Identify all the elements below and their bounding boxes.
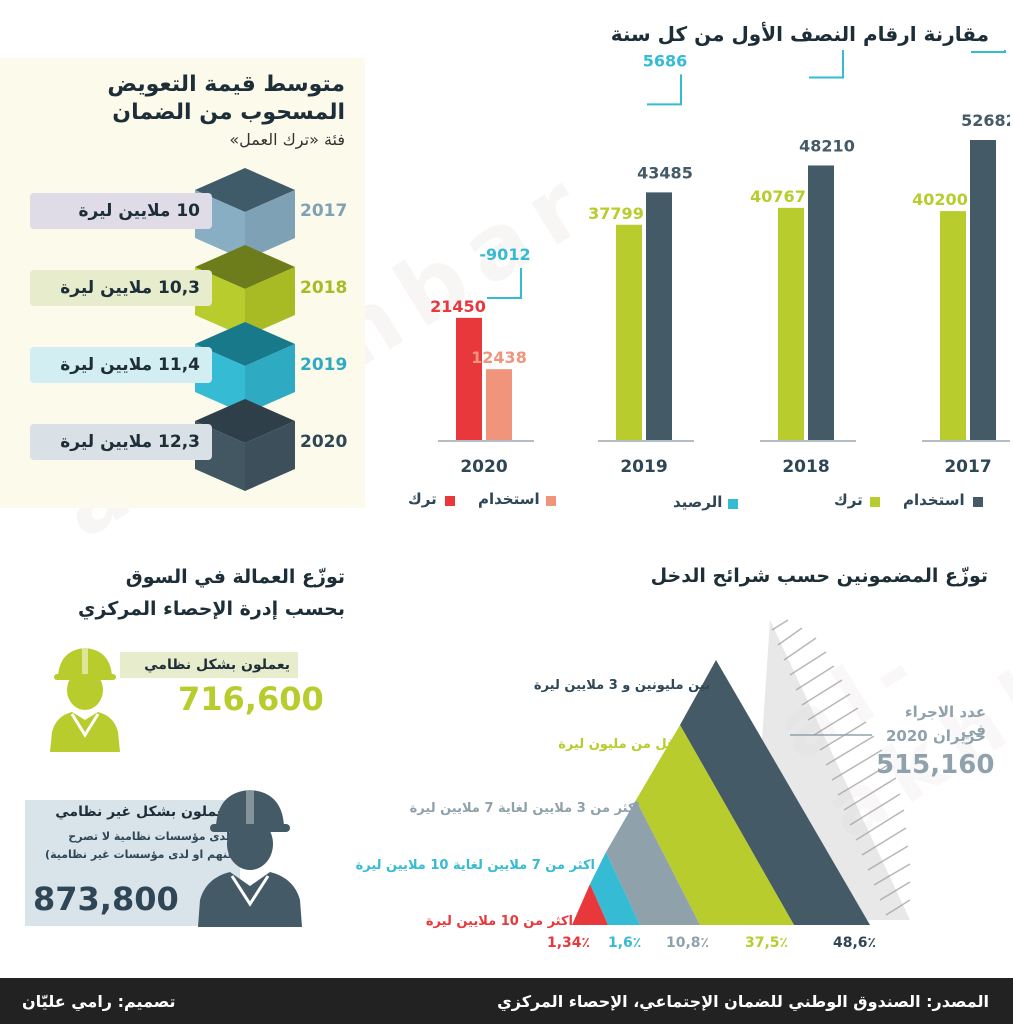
footer: المصدر: الصندوق الوطني للضمان الإجتماعي،… <box>0 978 1013 1024</box>
compensation-title-line2: المسحوب من الضمان <box>112 100 345 125</box>
legend-label-istikhdam: استخدام <box>903 491 965 509</box>
cube-2017-right <box>245 190 295 260</box>
bar-2017-istikhdam <box>970 140 996 440</box>
informal-note-line2: عنهم او لدى مؤسسات غير نظامية) <box>45 848 235 861</box>
side-note-line1: عدد الاجراء في <box>904 703 986 739</box>
x-tick-2019: 2019 <box>620 457 667 477</box>
footer-design: تصميم: رامي عليّان <box>22 992 176 1011</box>
compensation-value-2018: 10,3 ملايين ليرة <box>30 270 212 306</box>
legend-swatch-salmon <box>546 496 556 506</box>
compensation-year-2017: 2017 <box>300 201 348 221</box>
bar-2019-tark <box>616 224 642 440</box>
pct-dark: 48,6٪ <box>833 935 877 951</box>
triangle-band-cyan <box>590 852 640 925</box>
compensation-year-2019: 2019 <box>300 355 348 375</box>
bar-2019-istikhdam <box>646 192 672 440</box>
legend-label-tark-2020: ترك <box>408 490 437 508</box>
compensation-year-2018: 2018 <box>300 278 348 298</box>
cube-2018-right <box>245 267 295 337</box>
employment-title-line1: توزّع العمالة في السوق <box>125 566 345 588</box>
balance-connector-2019 <box>647 74 682 106</box>
legend-swatch-cyan <box>728 499 738 509</box>
triangle-band-dark <box>680 660 870 925</box>
bar-label-2020-tark: 21450 <box>430 297 486 316</box>
x-tick-2017: 2017 <box>944 457 991 477</box>
bar-2018-tark <box>778 207 804 440</box>
legend-swatch-dark <box>973 497 983 507</box>
bar-label-2017-tark: 40200 <box>912 190 968 209</box>
bar-2020-tark <box>456 317 482 440</box>
hatch-lines <box>771 619 911 916</box>
bar-2020-istikhdam <box>486 369 512 440</box>
bar-chart: 21450 12438 -9012 2020 37799 43485 5686 2019 407… <box>430 50 1010 477</box>
bracket-label-2to3m: بين مليونين و 3 ملايين ليرة <box>533 678 710 693</box>
formal-label: يعملون بشكل نظامي <box>144 657 290 673</box>
balance-label-2019: 5686 <box>643 51 688 70</box>
compensation-year-2020: 2020 <box>300 432 348 452</box>
bracket-label-under1m: اقل من مليون ليرة <box>558 737 680 752</box>
cube-2019-right <box>245 344 295 414</box>
informal-label: يعملون بشكل غير نظامي <box>55 804 230 820</box>
triangle-band-grey <box>606 800 700 925</box>
bracket-label-over10m: اكثر من 10 ملايين ليرة <box>425 914 573 929</box>
worker-formal-icon <box>50 648 120 752</box>
x-tick-2020: 2020 <box>460 457 507 477</box>
balance-label-2020: -9012 <box>479 245 530 264</box>
bar-2017-tark <box>940 211 966 440</box>
balance-connector-2018 <box>809 50 844 79</box>
compensation-subtitle: فئة «ترك العمل» <box>229 130 345 149</box>
bracket-label-3to7m: اكثر من 3 ملايين لغاية 7 ملايين ليرة <box>409 801 640 816</box>
triangle-title: توزّع المضمونين حسب شرائح الدخل <box>650 565 988 587</box>
compensation-title-line1: متوسط قيمة التعويض <box>107 72 345 97</box>
side-note-line2: حزيران 2020 <box>885 727 986 745</box>
legend-swatch-green <box>870 497 880 507</box>
compensation-value-2019: 11,4 ملايين ليرة <box>30 347 212 383</box>
pct-red: 1,34٪ <box>547 935 591 951</box>
triangle-band-red <box>572 884 608 925</box>
worker-informal-icon <box>198 790 302 927</box>
footer-source: المصدر: الصندوق الوطني للضمان الإجتماعي،… <box>497 992 989 1011</box>
compensation-value-2020: 12,3 ملايين ليرة <box>30 424 212 460</box>
legend-label-tark: ترك <box>834 491 863 509</box>
pct-green: 37,5٪ <box>745 935 789 951</box>
pct-grey: 10,8٪ <box>666 935 710 951</box>
bar-label-2018-istikhdam: 48210 <box>799 136 855 155</box>
bar-label-2020-istikhdam: 12438 <box>471 348 527 367</box>
bar-chart-title: مقارنة ارقام النصف الأول من كل سنة <box>610 22 989 46</box>
legend-label-istikhdam-2020: استخدام <box>478 490 540 508</box>
bar-label-2018-tark: 40767 <box>750 187 806 206</box>
compensation-value-2017: 10 ملايين ليرة <box>30 193 212 229</box>
bar-2018-istikhdam <box>808 165 834 440</box>
legend-label-rasid: الرصيد <box>673 493 723 511</box>
formal-label-bg <box>120 652 298 678</box>
formal-value: 716,600 <box>178 680 324 718</box>
x-tick-2018: 2018 <box>782 457 829 477</box>
bracket-label-7to10m: اكثر من 7 ملايين لغاية 10 ملايين ليرة <box>355 858 595 873</box>
balance-connector-2020 <box>487 268 522 299</box>
informal-note-line1: (لدى مؤسسات نظامية لا تصرح <box>68 830 235 843</box>
triangle-band-green <box>636 725 794 925</box>
balance-connector-2017 <box>971 50 1006 53</box>
cube-2020-right <box>245 421 295 491</box>
employment-title-line2: بحسب إدرة الإحصاء المركزي <box>78 598 345 620</box>
informal-value: 873,800 <box>33 880 179 918</box>
income-triangle-chart <box>572 619 911 925</box>
legend-swatch-red <box>445 496 455 506</box>
bar-label-2019-tark: 37799 <box>588 204 644 223</box>
side-note-value: 515,160 <box>876 750 995 780</box>
pct-cyan: 1,6٪ <box>608 935 642 951</box>
bar-label-2019-istikhdam: 43485 <box>637 163 693 182</box>
